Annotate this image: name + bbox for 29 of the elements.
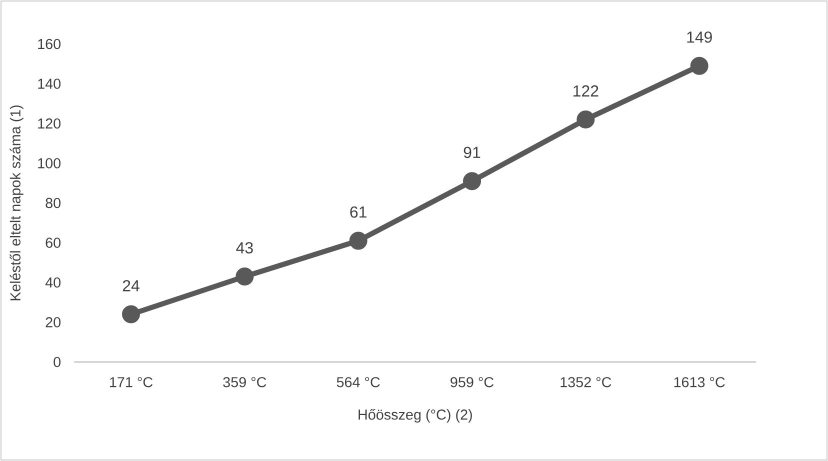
x-tick-label: 359 °C: [223, 377, 266, 388]
y-tick-label: 40: [45, 277, 61, 288]
x-tick-label: 564 °C: [336, 377, 380, 388]
data-label: 61: [350, 206, 366, 218]
x-tick-label: 171 °C: [110, 377, 153, 388]
data-label: 149: [687, 31, 712, 43]
x-tick-label: 959 °C: [450, 377, 494, 388]
y-tick-label: 160: [38, 38, 61, 50]
point: [349, 232, 368, 250]
y-tick-label: 120: [38, 118, 61, 129]
point: [463, 172, 482, 190]
data-label: 91: [464, 146, 480, 158]
y-axis-title: Keléstől eltelt napok száma (1): [10, 105, 24, 300]
y-tick-label: 20: [46, 317, 61, 328]
y-tick-label: 60: [46, 238, 61, 248]
y-tick-label: 0: [54, 356, 61, 368]
x-axis-title: Hőösszeg (°C) (2): [358, 408, 472, 423]
point: [122, 305, 140, 324]
data-label: 43: [236, 242, 253, 254]
point: [690, 56, 708, 75]
y-tick-label: 80: [46, 198, 61, 208]
x-tick-label: 1352 °C: [560, 377, 612, 388]
data-label: 24: [122, 280, 140, 292]
data-label: 122: [574, 85, 598, 96]
x-tick-label: 1613 °C: [674, 377, 725, 388]
y-tick-label: 140: [38, 78, 61, 89]
y-tick-label: 100: [38, 158, 61, 168]
point: [576, 110, 595, 129]
point: [236, 268, 254, 286]
